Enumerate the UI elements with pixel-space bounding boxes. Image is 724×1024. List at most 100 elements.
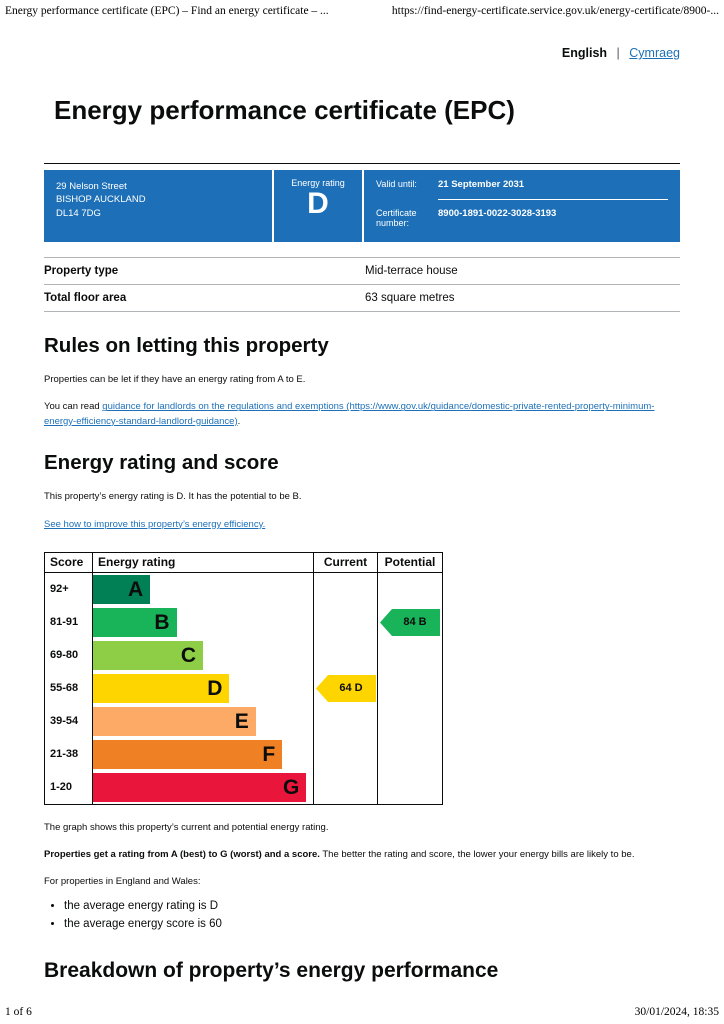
epc-band-row-a: 92+ A: [45, 572, 442, 606]
potential-column-cell: [378, 705, 442, 738]
band-bar: D: [93, 673, 230, 703]
improve-efficiency-link[interactable]: See how to improve this property’s energ…: [44, 518, 266, 530]
property-facts-table: Property type Mid-terrace house Total fl…: [44, 256, 680, 312]
potential-column-cell: [378, 573, 442, 606]
language-link-cymraeg[interactable]: Cymraeg: [629, 46, 680, 60]
address-line-1: 29 Nelson Street: [56, 180, 127, 192]
chart-header-row: Score Energy rating Current Potential: [45, 552, 442, 573]
chart-header-current: Current: [314, 552, 378, 572]
band-bar-cell: F: [93, 737, 314, 771]
property-type-value: Mid-terrace house: [365, 264, 458, 277]
chart-body: 92+ A 81-91 B 69-80: [45, 572, 442, 804]
print-footer-page: 1 of 6: [5, 1006, 32, 1018]
energy-rating-value: D: [307, 186, 329, 220]
print-header-title: Energy performance certificate (EPC) – F…: [5, 5, 329, 17]
language-switcher: English | Cymraeg: [44, 46, 680, 60]
current-column-cell: [314, 572, 378, 606]
current-column-cell: [314, 638, 378, 672]
band-letter: C: [180, 643, 196, 667]
band-bar: F: [93, 739, 283, 769]
rating-score-heading: Energy rating and score: [44, 450, 279, 474]
current-column-cell: [314, 704, 378, 738]
floor-area-label: Total floor area: [44, 291, 127, 304]
energy-rating-box: Energy rating D: [274, 169, 362, 242]
current-column-cell: [314, 737, 378, 771]
guidance-suffix: .: [237, 415, 241, 427]
band-bar: A: [93, 574, 151, 604]
address-line-3: DL14 7DG: [56, 208, 101, 220]
potential-column-cell: [378, 672, 442, 705]
potential-column-cell: [378, 771, 442, 804]
chart-header-rating: Energy rating: [93, 552, 314, 572]
band-score: 39-54: [45, 704, 93, 738]
epc-band-row-e: 39-54 E: [45, 704, 442, 738]
letting-rules-heading: Rules on letting this property: [44, 333, 329, 357]
property-address: 29 Nelson Street BISHOP AUCKLAND DL14 7D…: [44, 169, 272, 242]
table-row: Total floor area 63 square metres: [44, 285, 680, 312]
print-footer: 1 of 6 30/01/2024, 18:35: [5, 1006, 719, 1018]
rating-summary-text: This property’s energy rating is D. It h…: [44, 491, 302, 503]
potential-column-cell: [378, 639, 442, 672]
improve-link-paragraph: See how to improve this property’s energ…: [44, 518, 680, 532]
breakdown-heading: Breakdown of property’s energy performan…: [44, 959, 499, 983]
band-letter: F: [262, 742, 276, 766]
band-score: 55-68: [45, 671, 93, 705]
print-header: Energy performance certificate (EPC) – F…: [5, 5, 719, 17]
averages-intro: For properties in England and Wales:: [44, 876, 201, 888]
list-item: the average energy rating is D: [64, 898, 680, 916]
page-title: Energy performance certificate (EPC): [54, 95, 515, 125]
certificate-number-label: Certificate number:: [376, 207, 417, 228]
epc-band-row-g: 1-20 G: [45, 770, 442, 804]
list-item: the average energy score is 60: [64, 916, 680, 934]
page-content: English | Cymraeg Energy performance cer…: [0, 0, 724, 983]
letting-rules-guidance: You can read guidance for landlords on t…: [44, 400, 680, 429]
floor-area-value: 63 square metres: [365, 291, 455, 304]
band-score: 69-80: [45, 638, 93, 672]
band-bar: G: [93, 772, 307, 802]
section-divider: [44, 162, 680, 164]
band-bar-cell: A: [93, 572, 314, 606]
certificate-summary-banner: 29 Nelson Street BISHOP AUCKLAND DL14 7D…: [44, 169, 680, 242]
band-letter: D: [207, 676, 223, 700]
band-score: 92+: [45, 572, 93, 606]
average-stats-list: the average energy rating is D the avera…: [64, 898, 680, 934]
valid-until-label: Valid until:: [376, 178, 417, 189]
band-bar-cell: G: [93, 770, 314, 804]
epc-band-row-f: 21-38 F: [45, 737, 442, 771]
band-letter: G: [283, 775, 300, 799]
band-letter: B: [154, 610, 170, 634]
current-rating-arrow: 64 D: [316, 674, 376, 702]
band-letter: A: [128, 577, 144, 601]
potential-rating-label: 84 B: [403, 616, 427, 629]
band-score: 1-20: [45, 770, 93, 804]
band-bar-cell: C: [93, 638, 314, 672]
ratings-explanation-rest: The better the rating and score, the low…: [319, 849, 635, 861]
chart-header-score: Score: [45, 552, 93, 572]
current-column-cell: [314, 605, 378, 639]
address-line-2: BISHOP AUCKLAND: [56, 194, 146, 206]
epc-band-row-c: 69-80 C: [45, 638, 442, 672]
language-current: English: [561, 46, 608, 60]
landlord-guidance-link[interactable]: guidance for landlords on the regulation…: [44, 401, 655, 427]
band-bar: C: [93, 640, 203, 670]
print-footer-timestamp: 30/01/2024, 18:35: [634, 1006, 719, 1018]
certificate-number-value: 8900-1891-0022-3028-3193: [438, 207, 557, 219]
band-letter: E: [234, 709, 249, 733]
property-type-label: Property type: [44, 264, 119, 277]
epc-band-row-d: 55-68 D: [45, 671, 442, 705]
ratings-explanation-bold: Properties get a rating from A (best) to…: [44, 849, 320, 861]
current-column-cell: [314, 770, 378, 804]
energy-rating-label: Energy rating: [291, 177, 345, 188]
potential-rating-arrow: 84 B: [380, 608, 440, 636]
language-separator: |: [616, 46, 620, 60]
table-row: Property type Mid-terrace house: [44, 258, 680, 285]
valid-until-value: 21 September 2031: [438, 179, 668, 200]
chart-header-potential: Potential: [384, 555, 436, 570]
band-bar: E: [93, 706, 256, 736]
print-header-url: https://find-energy-certificate.service.…: [391, 5, 719, 17]
band-bar-cell: D: [93, 671, 314, 705]
band-bar: B: [93, 607, 177, 637]
guidance-prefix: You can read: [44, 401, 103, 413]
potential-column-cell: [378, 738, 442, 771]
